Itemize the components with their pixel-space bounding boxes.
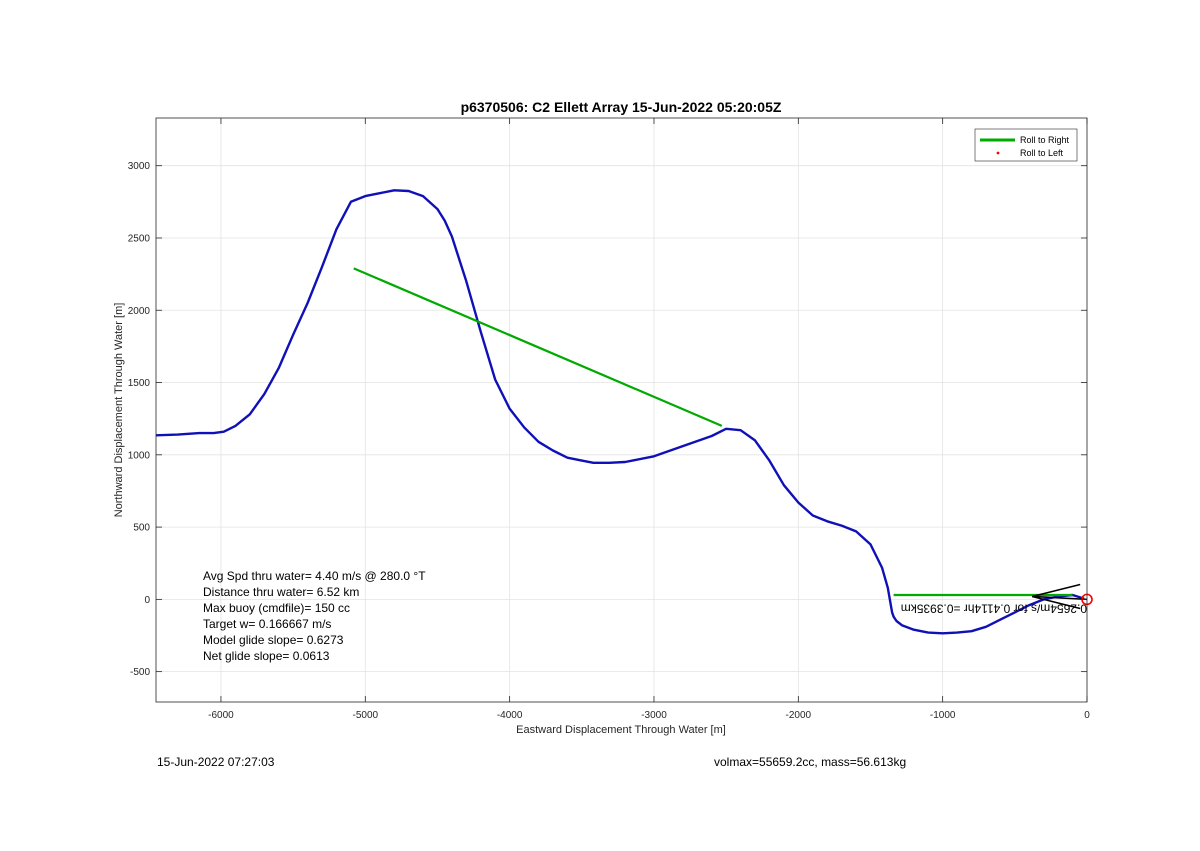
- y-tick-label: 3000: [128, 161, 151, 172]
- x-tick-label: -1000: [930, 710, 956, 721]
- legend-label-roll-right: Roll to Right: [1020, 135, 1070, 145]
- x-tick-label: -5000: [353, 710, 379, 721]
- current-arrow-shaft: [1032, 595, 1088, 601]
- x-tick-label: -3000: [641, 710, 667, 721]
- current-label: 0.2654m/s for 0.4114hr =0.3935km: [901, 601, 1087, 615]
- x-tick-label: 0: [1084, 710, 1090, 721]
- series-layer: 0.2654m/s for 0.4114hr =0.3935km: [155, 189, 1093, 635]
- x-axis-label: Eastward Displacement Through Water [m]: [516, 724, 726, 736]
- y-tick-label: 2000: [128, 306, 151, 317]
- x-tick-label: -6000: [208, 710, 234, 721]
- current-arrow-head-upper: [1031, 583, 1081, 598]
- legend: Roll to Right Roll to Left: [974, 128, 1078, 162]
- info-line: Target w= 0.166667 m/s: [203, 617, 331, 631]
- legend-label-roll-left: Roll to Left: [1020, 148, 1064, 158]
- roll-right-segment: [353, 267, 723, 427]
- plot-frame: [155, 117, 1088, 703]
- legend-swatch-roll-left: [996, 151, 1000, 155]
- current-arrow-head-lower: [1031, 595, 1081, 610]
- y-tick-label: 1500: [128, 378, 151, 389]
- x-tick-label: -2000: [786, 710, 812, 721]
- info-line: Net glide slope= 0.0613: [203, 649, 330, 663]
- y-tick-label: 0: [144, 595, 150, 606]
- glider-track-line: [155, 189, 1085, 635]
- y-tick-label: -500: [130, 667, 150, 678]
- y-axis-label: Northward Displacement Through Water [m]: [113, 303, 125, 518]
- info-line: Avg Spd thru water= 4.40 m/s @ 280.0 °T: [203, 569, 426, 583]
- x-tick-label: -4000: [497, 710, 523, 721]
- plot-area: [156, 118, 1087, 702]
- footer-timestamp: 15-Jun-2022 07:27:03: [157, 755, 275, 769]
- y-tick-label: 2500: [128, 233, 151, 244]
- ticks: -6000 -5000 -4000 -3000 -2000 -1000 0-50005001…: [128, 118, 1090, 721]
- info-line: Distance thru water= 6.52 km: [203, 585, 359, 599]
- legend-box: [974, 128, 1078, 162]
- footer-glider-info: volmax=55659.2cc, mass=56.613kg: [714, 755, 907, 769]
- info-line: Max buoy (cmdfile)= 150 cc: [203, 601, 350, 615]
- info-line: Model glide slope= 0.6273: [203, 633, 344, 647]
- info-block: Avg Spd thru water= 4.40 m/s @ 280.0 °T D…: [203, 569, 426, 663]
- y-tick-label: 500: [133, 523, 150, 534]
- y-tick-label: 1000: [128, 450, 151, 461]
- chart-title: p6370506: C2 Ellett Array 15-Jun-2022 05…: [461, 99, 782, 115]
- grid: [156, 118, 1088, 702]
